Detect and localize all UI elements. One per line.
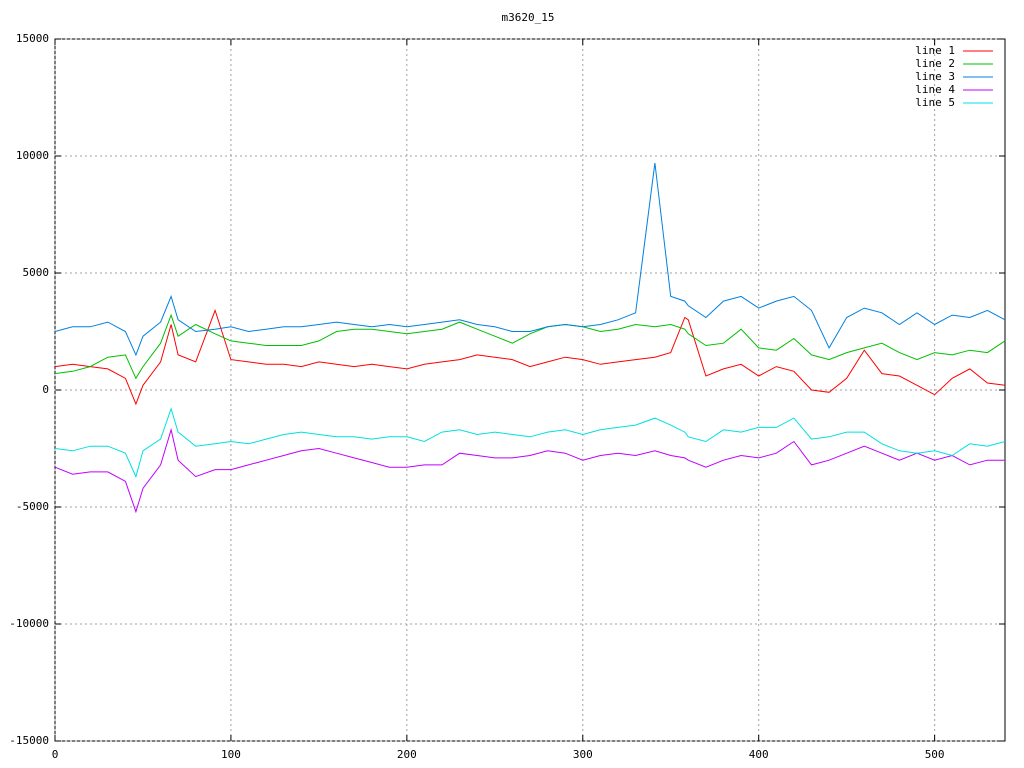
y-tick-label: -15000	[9, 734, 49, 747]
x-tick-label: 0	[52, 748, 59, 761]
legend-label: line 1	[915, 44, 955, 57]
y-tick-label: 10000	[16, 149, 49, 162]
y-tick-label: -5000	[16, 500, 49, 513]
y-tick-label: 15000	[16, 32, 49, 45]
y-tick-label: 5000	[23, 266, 50, 279]
x-tick-label: 100	[221, 748, 241, 761]
y-tick-label: 0	[42, 383, 49, 396]
legend-label: line 2	[915, 57, 955, 70]
legend-label: line 4	[915, 83, 955, 96]
y-tick-label: -10000	[9, 617, 49, 630]
data-line	[54, 407, 1006, 479]
data-line	[54, 308, 1006, 406]
x-tick-label: 500	[925, 748, 945, 761]
chart-title: m3620_15	[502, 11, 555, 24]
legend-label: line 3	[915, 70, 955, 83]
x-tick-label: 200	[397, 748, 417, 761]
x-tick-label: 300	[573, 748, 593, 761]
data-line	[54, 162, 1006, 357]
legend-label: line 5	[915, 96, 955, 109]
data-line	[54, 313, 1006, 380]
x-tick-label: 400	[749, 748, 769, 761]
data-line	[54, 427, 1005, 514]
